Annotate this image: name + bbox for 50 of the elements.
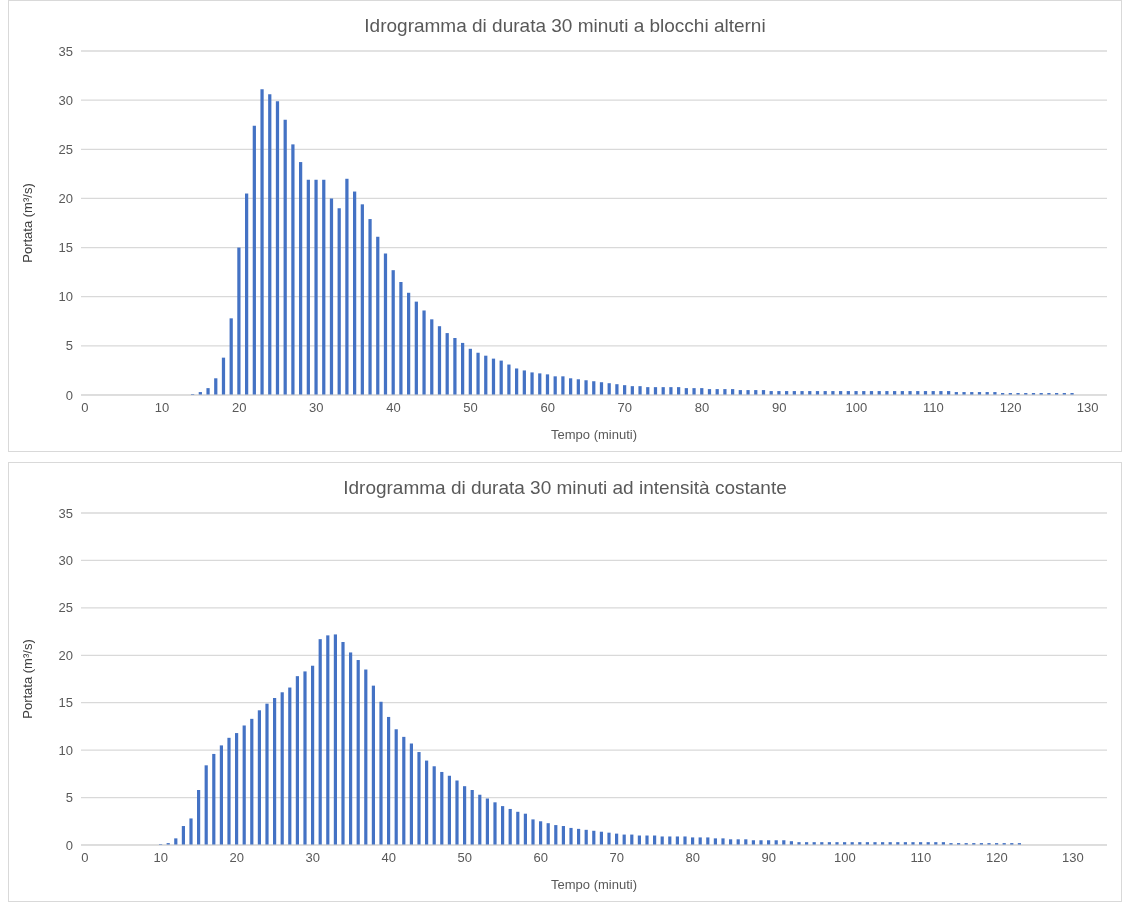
y-tick-label: 30 — [58, 553, 73, 569]
x-tick-label: 100 — [833, 850, 856, 866]
x-tick-label: 70 — [609, 850, 625, 866]
x-tick-label: 80 — [694, 400, 710, 416]
x-tick-label: 60 — [540, 400, 555, 416]
chart-title: Idrogramma di durata 30 minuti a blocchi alterni — [363, 15, 767, 37]
x-tick-label: 120 — [999, 400, 1022, 416]
x-tick-label: 20 — [229, 850, 245, 866]
y-tick-label: 20 — [58, 647, 73, 663]
x-tick-label: 60 — [533, 850, 549, 866]
x-tick-label: 100 — [845, 400, 868, 416]
x-tick-label: 90 — [761, 850, 777, 866]
x-tick-label: 10 — [153, 850, 169, 866]
y-tick-label: 5 — [65, 790, 73, 806]
x-tick-label: 90 — [771, 400, 787, 416]
y-tick-label: 25 — [58, 600, 73, 616]
x-tick-label: 110 — [923, 400, 944, 416]
x-axis-title: Tempo (minuti) — [551, 877, 637, 892]
y-tick-label: 10 — [58, 742, 73, 758]
x-tick-label: 30 — [309, 400, 324, 416]
x-tick-label: 20 — [231, 400, 247, 416]
y-tick-label: 15 — [58, 695, 73, 711]
x-tick-label: 130 — [1061, 850, 1084, 866]
x-tick-label: 110 — [910, 850, 932, 866]
x-tick-label: 10 — [154, 400, 170, 416]
y-tick-label: 20 — [58, 191, 73, 207]
x-tick-label: 70 — [617, 400, 633, 416]
y-axis-title: Portata (m³/s) — [19, 183, 35, 263]
x-tick-label: 40 — [386, 400, 401, 416]
y-axis-title: Portata (m³/s) — [19, 639, 35, 719]
x-axis-title: Tempo (minuti) — [551, 427, 637, 442]
x-tick-label: 80 — [685, 850, 701, 866]
y-tick-label: 0 — [65, 837, 73, 853]
y-tick-label: 25 — [58, 141, 73, 157]
x-tick-label: 40 — [381, 850, 397, 866]
y-tick-label: 15 — [58, 240, 73, 256]
x-tick-label: 50 — [457, 850, 473, 866]
x-tick-label: 0 — [81, 850, 89, 866]
y-tick-label: 35 — [58, 43, 73, 59]
chart-title: Idrogramma di durata 30 minuti ad intensità costante — [342, 477, 788, 499]
y-tick-label: 5 — [65, 338, 73, 354]
y-tick-label: 30 — [58, 92, 73, 108]
x-tick-label: 130 — [1076, 400, 1099, 416]
y-tick-label: 10 — [58, 289, 73, 305]
y-tick-label: 0 — [65, 387, 73, 403]
x-tick-label: 30 — [305, 850, 321, 866]
x-tick-label: 120 — [985, 850, 1008, 866]
x-tick-label: 0 — [81, 400, 89, 416]
x-tick-label: 50 — [463, 400, 478, 416]
y-tick-label: 35 — [58, 505, 73, 521]
